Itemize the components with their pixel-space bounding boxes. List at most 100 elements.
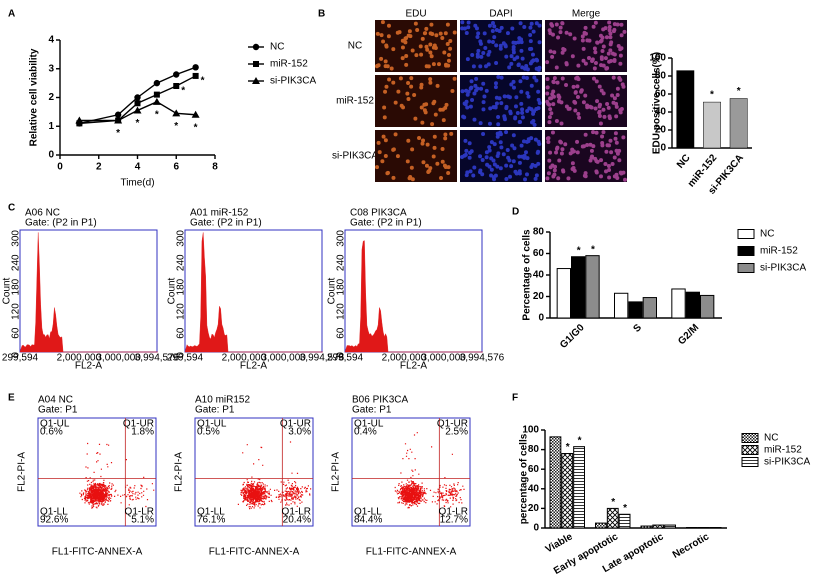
quadrant-percent: 0.4% (354, 427, 377, 438)
y-axis-label: Count (2, 277, 13, 304)
gate-label: Gate: (P2 in P1) (350, 218, 422, 229)
y-tick-label: 40 (655, 107, 667, 118)
y-tick-label: 300 (176, 230, 187, 247)
x-tick-label: 299,594 (167, 353, 204, 364)
x-tick-label: 2,000,000 (57, 353, 102, 364)
quadrant-label: Q1-UR (123, 419, 154, 430)
y-tick-label: 80 (533, 227, 545, 238)
x-tick-label: 3,994,576 (300, 353, 345, 364)
significance: * (578, 435, 582, 446)
y-tick-label: 180 (176, 278, 187, 295)
x-tick-label: 3,994,576 (460, 353, 505, 364)
x-tick-label: G1/G0 (558, 322, 587, 351)
y-tick-label: 120 (336, 303, 347, 320)
x-tick-label: 6 (173, 162, 179, 173)
y-tick-label: 0 (533, 523, 539, 534)
quadrant-label: Q1-UR (280, 419, 311, 430)
y-axis-label: percentage of cells (519, 433, 530, 524)
y-axis-label: Count (327, 277, 338, 304)
cells (375, 131, 454, 182)
series-line (79, 101, 196, 122)
y-axis-label: Count (167, 277, 178, 304)
quadrant-label: Q1-UL (354, 419, 384, 430)
cells (545, 20, 627, 71)
y-axis-label: Relative cell viability (29, 48, 40, 146)
panel-label: C (8, 203, 15, 214)
bar (585, 255, 600, 319)
y-tick-label: 40 (533, 270, 545, 281)
y-tick-label: 60 (655, 89, 667, 100)
histogram-title: C08 PIK3CA (350, 208, 407, 219)
y-tick-label: 120 (11, 303, 22, 320)
y-tick-label: 80 (655, 71, 667, 82)
dot-plot-title: A10 miR152 (195, 395, 250, 406)
panel-label: A (8, 9, 15, 20)
marker (153, 79, 161, 87)
legend-label: miR-152 (270, 59, 308, 70)
x-tick-label: 2,000,000 (222, 353, 267, 364)
cells (545, 130, 627, 182)
legend-swatch (737, 263, 755, 273)
row-label: si-PIK3CA (332, 151, 378, 162)
quadrant-percent: 20.4% (283, 515, 311, 526)
quadrant-percent: 1.8% (131, 427, 154, 438)
x-axis-label: FL2-A (75, 361, 103, 372)
x-tick-label: 3,000,000 (261, 353, 306, 364)
bar (729, 98, 748, 149)
panel-label: F (512, 393, 518, 404)
cells (375, 20, 457, 71)
x-tick-label: NC (675, 153, 693, 171)
legend-swatch (741, 433, 759, 443)
quadrant-percent: 76.1% (197, 515, 225, 526)
bar (556, 268, 572, 319)
x-tick-label: 2 (96, 162, 102, 173)
panel-label: E (8, 393, 15, 404)
significance: * (737, 86, 741, 97)
y-axis-label: FL2-PI-A (17, 452, 28, 492)
marker (114, 111, 122, 118)
quadrant-label: Q1-LR (125, 507, 154, 518)
y-tick-label: 60 (11, 327, 22, 339)
x-axis-label: FL2-A (400, 361, 428, 372)
bar (573, 446, 585, 529)
y-tick-label: 300 (11, 230, 22, 247)
y-axis-label: EDU positive cells(%) (652, 52, 663, 154)
significance: * (201, 76, 205, 87)
histogram-title: A06 NC (25, 208, 60, 219)
legend-label: si-PIK3CA (764, 457, 810, 468)
bar (618, 513, 631, 529)
marker (252, 43, 260, 51)
x-axis-label: FL1-FITC-ANNEX-A (366, 547, 457, 558)
significance: * (591, 244, 595, 255)
events (79, 442, 155, 509)
y-tick-label: 0 (11, 352, 22, 358)
row-label: miR-152 (336, 96, 374, 107)
marker (253, 61, 259, 67)
x-tick-label: Necrotic (671, 531, 712, 561)
cells (382, 76, 457, 127)
quadrant-label: Q1-LL (354, 507, 382, 518)
bar (685, 291, 701, 319)
marker (152, 97, 161, 105)
legend-label: NC (270, 42, 284, 53)
marker (114, 116, 123, 124)
dot-plot-frame (194, 417, 314, 527)
x-axis-label: FL2-A (240, 361, 268, 372)
x-axis-label: FL1-FITC-ANNEX-A (209, 547, 300, 558)
y-tick-label: 100 (522, 425, 539, 436)
marker (192, 72, 199, 79)
significance: * (710, 90, 714, 101)
cells (460, 130, 542, 182)
y-tick-label: 20 (533, 291, 545, 302)
y-axis-label: FL2-PI-A (174, 452, 185, 492)
gate-label: Gate: (P2 in P1) (190, 218, 262, 229)
x-tick-label: 3,000,000 (96, 353, 141, 364)
quadrant-label: Q1-LR (439, 507, 468, 518)
marker (134, 94, 141, 101)
significance: * (611, 497, 615, 508)
y-tick-label: 300 (336, 230, 347, 247)
quadrant-percent: 0.5% (197, 427, 220, 438)
x-axis-label: Time(d) (120, 178, 154, 189)
significance: * (136, 118, 140, 129)
dot-plot-frame (37, 417, 157, 527)
